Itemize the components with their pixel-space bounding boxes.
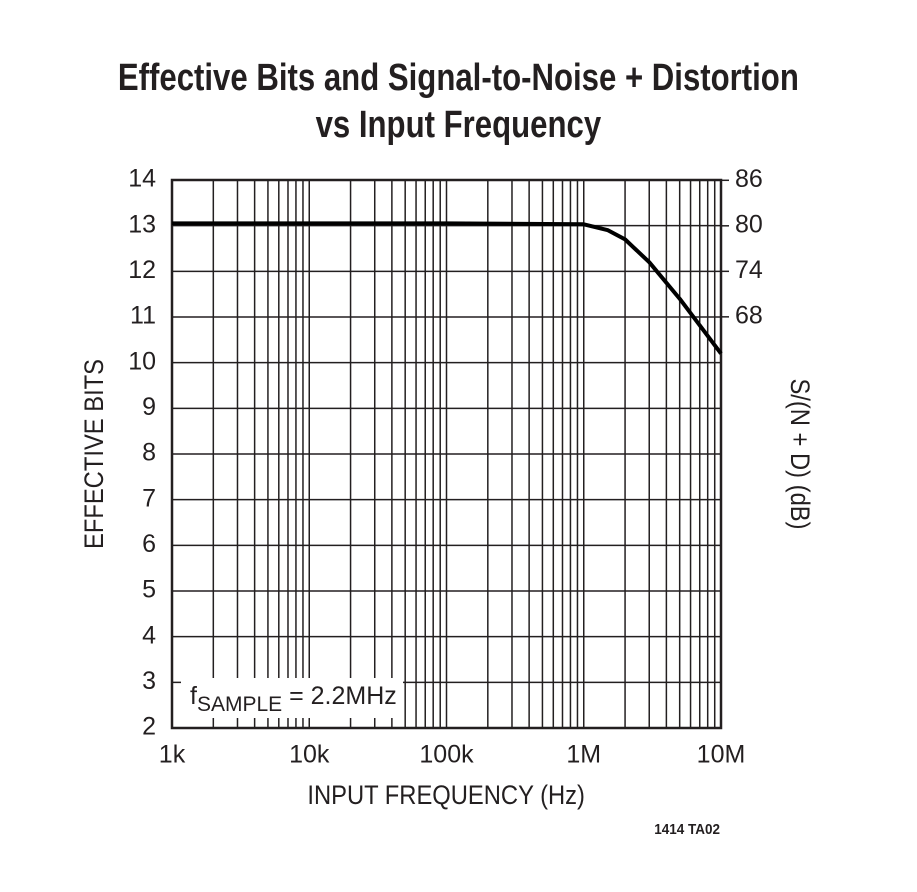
y-tick-label: 13 [128, 210, 156, 238]
x-label-group: INPUT FREQUENCY (Hz) [307, 781, 585, 811]
x-tick-label: 10k [289, 741, 330, 769]
footnote: 1414 TA02 [654, 821, 720, 838]
y-tick-label: 8 [142, 439, 156, 467]
y-tick-label: 14 [128, 165, 156, 193]
x-tick-label: 100k [419, 741, 474, 769]
data-line [172, 221, 723, 355]
chart-title: Effective Bits and Signal-to-Noise + Dis… [118, 57, 799, 99]
y2-tick-label: 86 [735, 165, 763, 193]
annotation-group: fSAMPLE = 2.2MHz [181, 678, 403, 718]
title-group: Effective Bits and Signal-to-Noise + Dis… [118, 57, 799, 146]
x-tick-label: 1k [159, 741, 186, 769]
y-tick-label: 4 [142, 621, 156, 649]
y2-tick-label: 80 [735, 210, 763, 238]
y-tick-label: 6 [142, 530, 156, 558]
y-axis-label: EFFECTIVE BITS [80, 359, 110, 549]
x-tick-label: 1M [566, 741, 601, 769]
plot-area: 2 3 4 5 6 7 8 9 10 11 12 13 14 1k 10k 100k 1M 10M 68 74 80 86 [128, 165, 763, 769]
y2-tick-label: 74 [735, 256, 763, 284]
x-axis-label: INPUT FREQUENCY (Hz) [307, 781, 585, 811]
y2-tick-label: 68 [735, 301, 763, 329]
y2-axis-label: S/(N + D) (dB) [784, 378, 814, 529]
annotation-prefix: f [190, 682, 197, 710]
y-tick-label: 3 [142, 667, 156, 695]
y-tick-label: 12 [128, 256, 156, 284]
annotation: fSAMPLE = 2.2MHz [190, 682, 397, 716]
annotation-suffix: = 2.2MHz [282, 682, 397, 710]
x-tick-label: 10M [697, 741, 746, 769]
annotation-subscript: SAMPLE [197, 693, 282, 716]
y-tick-label: 7 [142, 484, 156, 512]
y-tick-label: 10 [128, 347, 156, 375]
chart-title: vs Input Frequency [316, 104, 602, 146]
plot-frame [170, 178, 723, 730]
y-tick-label: 9 [142, 393, 156, 421]
annotation-box [181, 678, 403, 718]
y-tick-label: 5 [142, 576, 156, 604]
y-tick-label: 11 [130, 302, 156, 330]
y-tick-label: 2 [142, 713, 156, 741]
